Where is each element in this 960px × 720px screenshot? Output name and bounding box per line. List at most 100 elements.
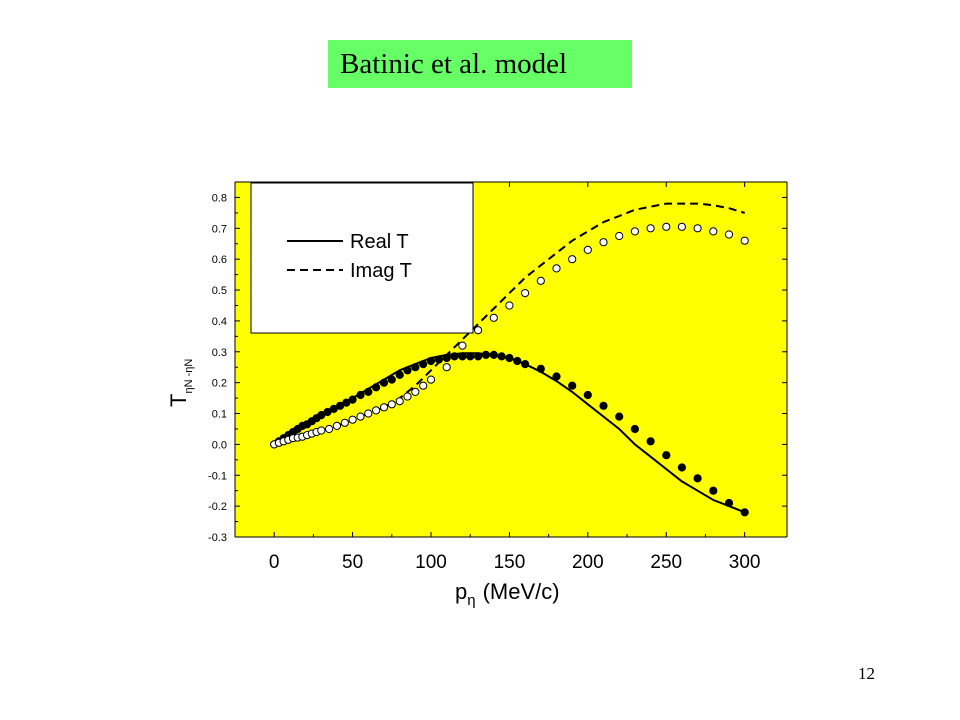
imag-data-point (536, 276, 545, 285)
real-data-point (411, 363, 420, 372)
y-tick-label: 0.0 (212, 439, 227, 451)
real-data-point (489, 350, 498, 359)
x-tick-label: 300 (729, 552, 761, 573)
imag-data-point (615, 231, 624, 241)
real-data-point (348, 395, 357, 404)
real-data-point (724, 498, 734, 508)
imag-data-point (395, 397, 404, 406)
real-data-point (426, 356, 436, 366)
imag-data-point (709, 227, 718, 236)
imag-data-point (372, 406, 381, 415)
imag-data-point (340, 418, 349, 427)
imag-data-point (677, 222, 687, 231)
imag-data-point (583, 245, 592, 254)
real-data-point (615, 412, 624, 421)
real-data-point (630, 424, 640, 434)
imag-data-point (599, 238, 608, 247)
real-data-point (568, 381, 577, 390)
imag-data-point (724, 230, 734, 239)
x-axis-label: pη (MeV/c) (455, 579, 560, 609)
real-data-point (497, 352, 506, 361)
y-tick-label: 0.5 (212, 285, 227, 297)
real-data-point (450, 352, 459, 361)
y-tick-label: -0.1 (208, 470, 227, 482)
slide-title: Batinic et al. model (340, 47, 568, 80)
x-tick-label: 200 (572, 552, 604, 573)
imag-data-point (332, 421, 341, 430)
real-data-point (552, 372, 561, 381)
real-data-point (709, 486, 718, 495)
real-data-point (481, 350, 490, 359)
imag-data-point (356, 412, 365, 421)
imag-data-point (489, 313, 498, 322)
legend-real-label: Real T (350, 231, 409, 253)
y-tick-label: 0.6 (212, 254, 227, 266)
real-data-point (474, 352, 483, 361)
real-data-point (677, 463, 687, 472)
imag-data-point (740, 236, 749, 245)
real-data-point (458, 352, 467, 361)
page-number: 12 (858, 664, 875, 683)
real-data-point (356, 390, 365, 400)
imag-data-point (505, 301, 514, 310)
title-box: Batinic et al. model (328, 40, 632, 88)
series-layer (270, 202, 749, 517)
real-data-point (364, 387, 373, 396)
real-data-point (536, 364, 545, 373)
x-tick-label: 0 (269, 552, 280, 573)
imag-data-point (426, 375, 436, 384)
y-tick-label: 0.1 (212, 409, 227, 421)
y-tick-label: 0.8 (212, 192, 227, 204)
real-data-point (521, 360, 530, 369)
legend: Real T Imag T (250, 182, 474, 334)
real-data-point (662, 451, 671, 460)
imag-data-point (419, 381, 428, 390)
real-data-point (342, 398, 351, 407)
imag-data-point (552, 264, 561, 273)
imag-data-point (387, 400, 396, 409)
y-tick-label: 0.4 (212, 316, 227, 328)
imag-data-point (403, 392, 412, 401)
axis-labels: pη (MeV/c) TηN -ηN (166, 359, 560, 609)
real-data-point (323, 407, 332, 417)
legend-box (250, 182, 474, 334)
x-axis-label-sub: η (467, 592, 475, 609)
imag-data-point (662, 222, 671, 231)
imag-data-point (521, 289, 530, 298)
imag-data-point (568, 255, 577, 264)
x-tick-label: 100 (415, 552, 447, 573)
real-data-point (372, 383, 381, 392)
imag-data-point (317, 426, 326, 435)
real-data-point (395, 370, 404, 379)
y-tick-label: 0.3 (212, 347, 227, 359)
imag-data-point (364, 409, 373, 418)
y-tick-label: -0.2 (208, 501, 227, 513)
imag-data-point (325, 424, 334, 434)
real-data-point (387, 375, 396, 384)
imag-data-point (348, 415, 357, 424)
imag-data-point (474, 326, 483, 335)
legend-imag-label: Imag T (350, 260, 412, 282)
y-axis-label: TηN -ηN (166, 359, 195, 407)
x-tick-label: 50 (342, 552, 363, 573)
imag-data-point (442, 363, 451, 372)
imag-data-point (630, 227, 640, 236)
x-axis-label-main: p (455, 579, 467, 604)
x-axis-label-units: (MeV/c) (483, 579, 560, 604)
axes: -0.3 -0.2 -0.1 0.0 0.1 0.2 0.3 0.4 0.5 0.6 0.7 0.8 0… (208, 181, 788, 573)
real-data-point (466, 352, 475, 361)
imag-data-point (458, 341, 467, 350)
y-tick-label: 0.7 (212, 223, 227, 235)
real-data-point (329, 404, 338, 413)
real-data-point (646, 437, 655, 446)
y-axis-label-sub: ηN -ηN (183, 359, 195, 394)
y-axis-label-main: T (166, 394, 191, 407)
real-data-point (434, 355, 443, 364)
imag-data-point (646, 224, 655, 233)
real-data-point (599, 401, 608, 410)
imag-data-point (411, 387, 420, 396)
y-tick-label: 0.2 (212, 378, 227, 390)
x-tick-label: 150 (494, 552, 526, 573)
real-data-point (513, 356, 522, 366)
